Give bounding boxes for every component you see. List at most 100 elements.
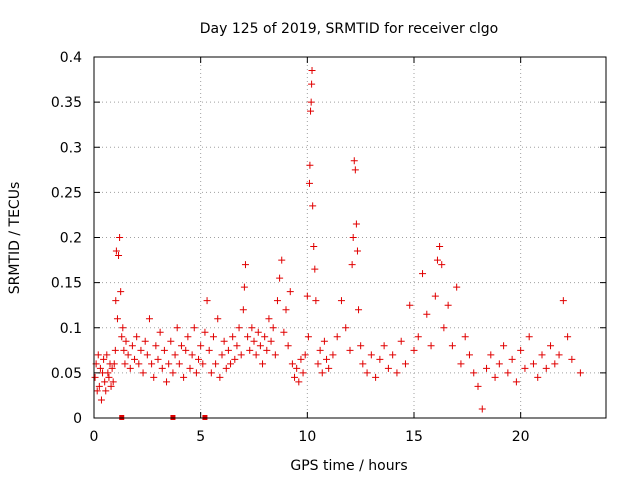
data-point bbox=[461, 333, 469, 341]
data-point bbox=[333, 333, 341, 341]
x-tick-label: 10 bbox=[298, 429, 316, 445]
data-point bbox=[367, 351, 375, 359]
y-tick-label: 0.15 bbox=[51, 276, 82, 292]
data-point bbox=[91, 373, 99, 381]
data-point bbox=[351, 166, 359, 174]
x-axis-label: GPS time / hours bbox=[290, 458, 407, 474]
data-point bbox=[96, 364, 104, 372]
chart-title: Day 125 of 2019, SRMTID for receiver clg… bbox=[200, 21, 498, 37]
data-point bbox=[297, 355, 305, 363]
y-tick-label: 0.25 bbox=[51, 185, 82, 201]
data-point bbox=[323, 355, 331, 363]
data-point bbox=[349, 234, 357, 241]
data-point bbox=[244, 333, 252, 341]
data-point bbox=[186, 364, 194, 372]
data-point bbox=[103, 351, 111, 359]
data-point bbox=[410, 346, 418, 354]
data-point bbox=[304, 333, 312, 341]
data-point bbox=[512, 378, 520, 386]
data-point bbox=[97, 396, 105, 404]
data-point bbox=[414, 333, 422, 341]
data-point bbox=[214, 315, 222, 323]
data-point bbox=[353, 247, 361, 255]
data-point bbox=[137, 346, 145, 354]
data-point bbox=[209, 333, 217, 341]
data-point bbox=[542, 364, 550, 372]
data-point bbox=[267, 337, 275, 345]
data-point bbox=[93, 387, 101, 395]
data-point bbox=[233, 342, 241, 350]
data-point bbox=[205, 346, 213, 354]
data-point bbox=[158, 364, 166, 372]
data-point bbox=[117, 288, 125, 296]
data-point bbox=[207, 369, 215, 377]
data-point bbox=[116, 234, 124, 241]
data-point bbox=[100, 355, 108, 363]
data-point bbox=[231, 355, 239, 363]
data-point bbox=[276, 274, 284, 282]
data-point bbox=[169, 369, 177, 377]
data-point bbox=[165, 360, 173, 368]
data-point bbox=[348, 261, 356, 269]
data-point bbox=[239, 306, 247, 314]
data-point bbox=[478, 405, 486, 413]
data-point bbox=[177, 342, 185, 350]
data-point bbox=[303, 292, 311, 300]
data-point bbox=[171, 351, 179, 359]
data-point bbox=[120, 346, 128, 354]
data-point bbox=[156, 328, 164, 336]
data-point bbox=[111, 346, 119, 354]
data-point bbox=[113, 315, 121, 323]
data-point bbox=[363, 369, 371, 377]
data-point bbox=[308, 80, 316, 88]
data-point bbox=[320, 337, 328, 345]
data-point bbox=[133, 333, 141, 341]
data-point bbox=[271, 351, 279, 359]
data-point bbox=[254, 328, 262, 336]
data-point bbox=[436, 243, 444, 251]
data-point bbox=[308, 67, 316, 75]
data-point bbox=[500, 342, 508, 350]
data-point bbox=[291, 373, 299, 381]
data-point bbox=[286, 288, 294, 296]
axis-ticks: 0 0.05 0.1 0.15 0.2 0.25 0.3 0.35 0.4 0 5 10 15 20 bbox=[51, 50, 606, 445]
data-point bbox=[199, 360, 207, 368]
y-tick-label: 0 bbox=[73, 411, 82, 427]
data-point bbox=[102, 387, 110, 395]
data-point bbox=[263, 346, 271, 354]
data-point bbox=[350, 157, 358, 165]
data-point bbox=[576, 369, 584, 377]
data-point bbox=[216, 373, 224, 381]
data-point bbox=[126, 364, 134, 372]
data-point bbox=[118, 333, 126, 341]
data-point bbox=[316, 346, 324, 354]
x-tick-label: 5 bbox=[196, 429, 205, 445]
data-point bbox=[212, 360, 220, 368]
data-point bbox=[252, 351, 260, 359]
data-point bbox=[112, 297, 120, 305]
data-point bbox=[397, 337, 405, 345]
data-point bbox=[104, 369, 112, 377]
data-point bbox=[440, 324, 448, 332]
data-point bbox=[250, 337, 258, 345]
data-point bbox=[423, 310, 431, 318]
data-point bbox=[487, 351, 495, 359]
data-point bbox=[248, 324, 256, 332]
data-point bbox=[325, 364, 333, 372]
data-point bbox=[534, 373, 542, 381]
data-point bbox=[222, 364, 230, 372]
data-point bbox=[529, 360, 537, 368]
data-point bbox=[525, 333, 533, 341]
data-point bbox=[295, 378, 303, 386]
data-point bbox=[94, 351, 102, 359]
data-point bbox=[224, 346, 232, 354]
data-point bbox=[380, 342, 388, 350]
data-point bbox=[355, 306, 363, 314]
data-point bbox=[237, 351, 245, 359]
data-point bbox=[559, 297, 567, 305]
data-point bbox=[307, 107, 315, 115]
data-point bbox=[433, 256, 441, 264]
data-point bbox=[139, 369, 147, 377]
data-point bbox=[457, 360, 465, 368]
